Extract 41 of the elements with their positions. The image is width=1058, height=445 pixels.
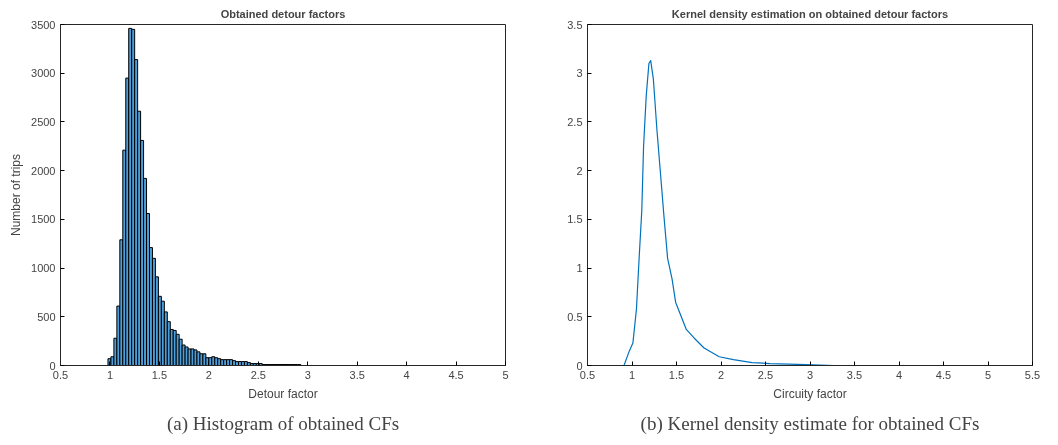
y-tick-label: 2500 [31, 115, 56, 128]
x-tick-label: 3 [304, 368, 311, 381]
x-tick-label: 5 [502, 368, 509, 381]
x-tick-label: 3.5 [349, 368, 365, 381]
text: (a) Histogram of obtained CFs [166, 412, 400, 435]
y-tick-label: 3.5 [567, 18, 583, 31]
y-tick-label: 500 [37, 310, 56, 323]
x-tick-label: 1 [628, 368, 636, 381]
x-tick-label: 3.5 [846, 368, 863, 381]
x-axis-title: Circuity factor [773, 386, 847, 401]
y-axis-title: Number of trips [9, 153, 24, 237]
x-tick-label: 4.5 [935, 368, 952, 381]
y-tick-label: 2.5 [567, 115, 583, 128]
y-tick-label: 2 [576, 164, 583, 177]
x-tick-label: 2 [205, 368, 212, 381]
y-tick-label: 1500 [31, 213, 56, 226]
y-tick-label: 0 [576, 359, 583, 372]
x-tick-label: 2.5 [757, 368, 774, 381]
text: (b) Kernel density estimate for obtained CFs [640, 412, 980, 435]
y-tick-label: 3 [576, 67, 583, 80]
y-tick-label: 3000 [31, 67, 56, 80]
y-tick-label: 2000 [31, 164, 56, 177]
x-tick-label: 2.5 [250, 368, 266, 381]
y-tick-label: 3500 [31, 18, 56, 31]
x-tick-label: 1 [106, 368, 114, 381]
x-tick-label: 4 [895, 368, 903, 381]
x-tick-label: 5.5 [1024, 368, 1041, 381]
x-tick-label: 1.5 [668, 368, 685, 381]
y-tick-label: 0.5 [567, 310, 583, 323]
x-tick-label: 5 [984, 368, 992, 381]
y-tick-label: 1000 [31, 262, 56, 275]
x-tick-label: 2 [717, 368, 725, 381]
chart-title: Obtained detour factors [220, 7, 346, 20]
y-tick-label: 1 [576, 262, 583, 275]
x-tick-label: 4.5 [448, 368, 464, 381]
chart-title: Kernel density estimation on obtained detour factors [671, 7, 949, 20]
x-tick-label: 1.5 [151, 368, 168, 381]
y-tick-label: 1.5 [567, 213, 583, 226]
x-tick-label: 3 [806, 368, 814, 381]
x-tick-label: 4 [403, 368, 410, 381]
x-axis-title: Detour factor [248, 386, 318, 401]
